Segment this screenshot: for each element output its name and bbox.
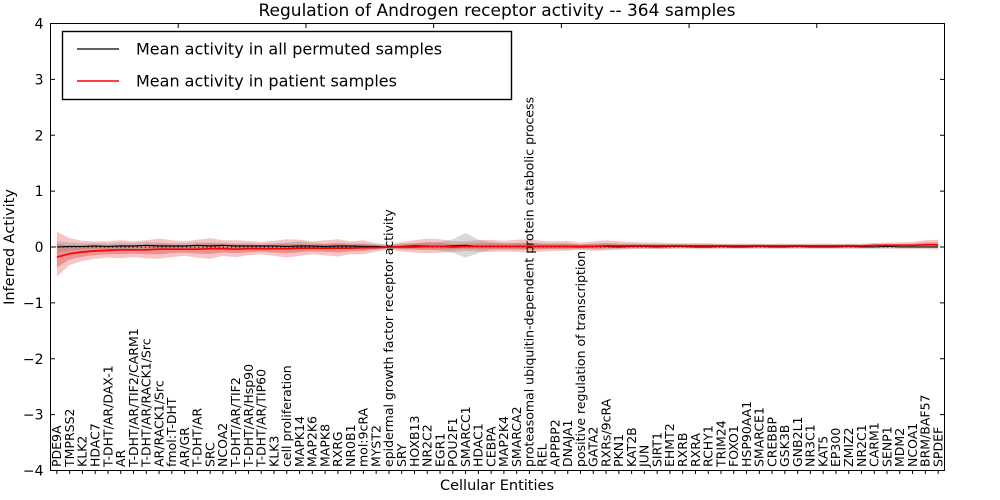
- y-tick-label: −2: [23, 352, 44, 368]
- y-tick-label: 4: [35, 17, 44, 33]
- x-category-label: KLK3: [266, 436, 281, 467]
- legend-box: [61, 30, 513, 101]
- permuted-confidence-band: [56, 233, 939, 258]
- x-category-label: AR/GR: [177, 427, 192, 467]
- x-category-label: HOXB13: [407, 416, 422, 467]
- x-category-label: RCHY1: [701, 425, 716, 467]
- x-category-label: T-DHT/AR: [190, 408, 205, 468]
- x-category-label: EGR1: [432, 433, 447, 467]
- patient-confidence-band-outer: [56, 231, 939, 277]
- x-category-label: GNB2L1: [790, 417, 805, 467]
- x-category-label: AR/RACK1/Src: [151, 380, 166, 467]
- x-category-label: GATA2: [586, 427, 601, 467]
- x-category-label: positive regulation of transcription: [573, 251, 588, 467]
- y-tick-label: 3: [35, 72, 44, 88]
- x-category-label: KAT2B: [624, 427, 639, 467]
- x-category-label: APPBP2: [547, 419, 562, 467]
- x-category-label: epidermal growth factor receptor activit…: [381, 209, 396, 467]
- y-tick-label: 1: [35, 184, 44, 200]
- patient-mean-line: [56, 243, 939, 258]
- x-category-label: SMARCA2: [509, 406, 524, 467]
- x-category-label: SRY: [394, 443, 409, 467]
- x-category-label: fmol:T-DHT: [164, 397, 179, 467]
- x-category-label: SPDEF: [930, 427, 945, 467]
- x-category-label: NR3C1: [803, 424, 818, 467]
- x-category-label: EP300: [828, 428, 843, 467]
- x-category-label: CEBPA: [483, 426, 498, 467]
- y-tick-label: −1: [23, 296, 44, 312]
- y-tick-labels: 4 3 2 1 0 −1 −2 −3 −4: [23, 17, 44, 480]
- x-category-label: RXRG: [330, 431, 345, 467]
- y-axis-label: Inferred Activity: [2, 189, 18, 305]
- y-tick-label: −3: [23, 408, 44, 424]
- x-category-label: MAPK8: [317, 424, 332, 467]
- x-category-labels: PDE9ATMPRSS2KLK2HDAC7T-DHT/AR/DAX-1ART-D…: [49, 97, 945, 468]
- x-category-label: SMARCE1: [752, 407, 767, 467]
- x-category-label: MAP2K4: [496, 416, 511, 467]
- legend-label-permuted: Mean activity in all permuted samples: [136, 40, 442, 59]
- x-category-label: T-DHT/AR/TIF2: [228, 377, 243, 468]
- x-category-label: ZMIZ2: [841, 427, 856, 467]
- chart-title: Regulation of Androgen receptor activity…: [259, 1, 736, 21]
- x-axis-label: Cellular Entities: [440, 478, 554, 494]
- x-category-label: EHMT2: [662, 423, 677, 467]
- x-category-label: MYST2: [369, 425, 384, 467]
- x-category-label: mol:9cRA: [356, 407, 371, 467]
- x-category-label: T-DHT/AR/TIF2/CARM1: [126, 328, 141, 468]
- x-category-label: JUN: [637, 445, 652, 468]
- legend-label-patient: Mean activity in patient samples: [136, 72, 397, 91]
- x-category-label: RXRA: [688, 433, 703, 467]
- x-category-label: PDE9A: [49, 425, 64, 467]
- x-category-label: T-DHT/AR/RACK1/Src: [139, 338, 154, 468]
- x-category-label: SMARCC1: [458, 406, 473, 467]
- x-category-label: AR: [113, 449, 128, 467]
- x-category-label: NCOA1: [905, 423, 920, 467]
- x-category-label: RXRB: [675, 432, 690, 467]
- x-category-label: MAP2K6: [305, 416, 320, 467]
- x-category-label: KLK2: [75, 436, 90, 467]
- x-category-label: NCOA2: [215, 423, 230, 467]
- x-category-label: BRM/BAF57: [918, 395, 933, 467]
- x-category-label: SENP1: [879, 426, 894, 467]
- x-category-label: FOXO1: [726, 425, 741, 467]
- x-category-label: MDM2: [892, 428, 907, 467]
- x-category-label: CARM1: [867, 422, 882, 467]
- x-category-label: TRIM24: [713, 420, 728, 468]
- y-tick-label: 2: [35, 128, 44, 144]
- x-category-label: TMPRSS2: [62, 409, 77, 468]
- x-category-label: HDAC7: [88, 423, 103, 467]
- tick-layer: [50, 23, 945, 474]
- y-tick-label: −4: [23, 464, 44, 480]
- y-tick-label: 0: [35, 240, 44, 256]
- x-category-label: SRC: [202, 442, 217, 467]
- chart-data-layer: [50, 231, 945, 277]
- x-category-label: CREBBP: [764, 417, 779, 467]
- x-category-label: cell proliferation: [279, 365, 294, 467]
- x-category-label: GSK3B: [777, 425, 792, 467]
- x-category-label: proteasomal ubiquitin-dependent protein …: [522, 97, 537, 467]
- x-category-label: T-DHT/AR/TIP60: [254, 369, 269, 468]
- x-category-label: RXRs/9cRA: [598, 398, 613, 467]
- x-category-label: SIRT1: [649, 432, 664, 467]
- x-category-label: POU2F1: [445, 417, 460, 467]
- x-category-label: MAPK14: [292, 416, 307, 467]
- x-category-label: KAT5: [816, 436, 831, 467]
- x-category-label: T-DHT/AR/DAX-1: [100, 365, 115, 468]
- x-category-label: DNAJA1: [560, 420, 575, 468]
- x-category-label: PKN1: [611, 434, 626, 467]
- legend: Mean activity in all permuted samples Me…: [61, 30, 513, 101]
- x-category-label: T-DHT/AR/Hsp90: [241, 364, 256, 468]
- x-category-label: NR0B1: [343, 424, 358, 467]
- x-category-label: REL: [535, 443, 550, 467]
- x-category-label: HSP90AA1: [739, 401, 754, 467]
- x-category-label: HDAC1: [471, 423, 486, 467]
- x-category-label: NR2C2: [420, 424, 435, 467]
- x-category-label: NR2C1: [854, 424, 869, 467]
